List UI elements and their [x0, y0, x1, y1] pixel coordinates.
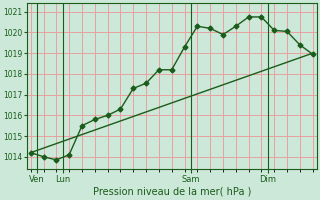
X-axis label: Pression niveau de la mer( hPa ): Pression niveau de la mer( hPa ) [92, 187, 251, 197]
